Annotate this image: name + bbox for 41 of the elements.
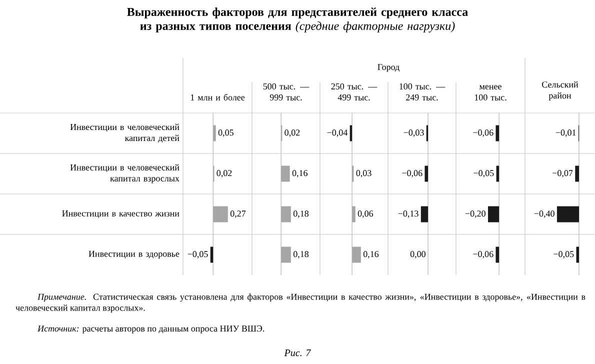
y-tick-label: Инвестиции в человеческий капитал взрослых bbox=[70, 164, 180, 184]
data-label: 0,02 bbox=[284, 130, 300, 137]
chart-title: Сельский район bbox=[542, 81, 578, 100]
text: Рис. 7 bbox=[284, 350, 312, 356]
data-label: 0,16 bbox=[292, 170, 308, 178]
text: 500 тыс. — 999 тыс. bbox=[263, 83, 310, 100]
data-label: 0,18 bbox=[293, 210, 309, 218]
text: Примечание. Статистическая связь установлена для факторов «Инвестиции в качество жизни», «Инвестиции в здоровье», «Инвестиции в человеческий капитал взрослых». bbox=[16, 294, 586, 313]
data-label: 0,03 bbox=[356, 170, 372, 178]
data-label: −0,07 bbox=[552, 170, 573, 178]
data-label: −0,01 bbox=[556, 130, 576, 137]
data-label: 0,06 bbox=[358, 210, 374, 218]
data-label: −0,06 bbox=[473, 251, 494, 258]
data-label: −0,20 bbox=[465, 210, 486, 218]
data-label: −0,05 bbox=[474, 170, 494, 178]
data-label: −0,04 bbox=[327, 130, 348, 137]
data-label: −0,05 bbox=[554, 251, 574, 258]
data-label: −0,03 bbox=[404, 130, 424, 137]
data-label: −0,40 bbox=[534, 210, 554, 218]
data-label: 0,18 bbox=[293, 251, 309, 258]
data-label: −0,05 bbox=[188, 251, 208, 258]
data-label: −0,06 bbox=[473, 130, 494, 137]
text: 100 тыс. — 249 тыс. bbox=[400, 83, 446, 100]
text: Источник: расчеты авторов по данным опроса НИУ ВШЭ. bbox=[37, 326, 264, 334]
data-label: 0,27 bbox=[230, 210, 246, 218]
x-axis-title: 1 млн и более bbox=[190, 94, 245, 100]
data-label: 0,02 bbox=[216, 170, 232, 178]
y-tick-label: Инвестиции в качество жизни bbox=[62, 210, 180, 218]
data-label: 0,16 bbox=[363, 251, 379, 258]
bar bbox=[210, 246, 214, 263]
data-label: −0,06 bbox=[402, 170, 422, 178]
data-label: −0,13 bbox=[398, 210, 418, 218]
chart-title: менее 100 тыс. bbox=[474, 85, 506, 100]
data-label: 0,00 bbox=[410, 251, 426, 258]
text: Город bbox=[378, 64, 400, 72]
y-tick-label: Инвестиции в человеческий капитал детей bbox=[70, 124, 180, 143]
y-tick-label: Инвестиции в здоровье bbox=[88, 250, 180, 259]
bar bbox=[350, 125, 352, 142]
data-label: 0,05 bbox=[218, 130, 234, 137]
text: 250 тыс. — 499 тыс. bbox=[331, 83, 378, 100]
text: Выраженность факторов для представителей среднего класса из разных типов поселения (средние факторные нагрузки) bbox=[127, 8, 468, 32]
